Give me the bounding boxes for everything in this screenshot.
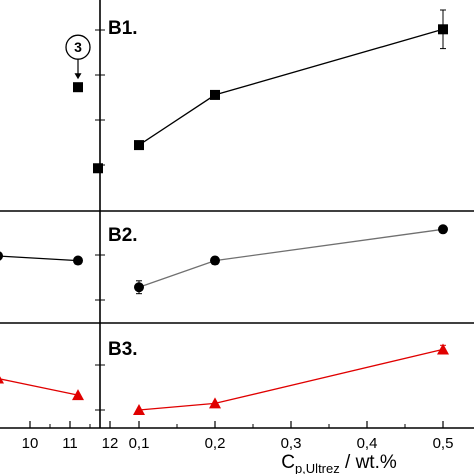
- chart-labels: 0,1 0,2 0,3 0,4 0,5 10 11 12 B1. B2. B3. 3: [22, 18, 454, 452]
- series-line-b1: [138, 28, 444, 146]
- panel-title-b1: B1.: [108, 18, 138, 39]
- data-point-b3: [133, 404, 145, 416]
- x-tick-label-left: 11: [62, 435, 78, 452]
- series-line-b2: [138, 228, 444, 288]
- data-point-b1: [438, 24, 448, 35]
- panel-title-b3: B3.: [108, 339, 138, 360]
- annotation-arrow-head: [74, 73, 82, 80]
- x-axis-label-unit: / wt.%: [340, 452, 397, 473]
- series-line-b3: [138, 348, 444, 411]
- data-point-b2: [134, 282, 144, 293]
- data-point-left-bottom: [0, 376, 4, 384]
- x-axis-label: Cp,Ultrez / wt.%: [281, 452, 397, 474]
- data-point-b1: [210, 89, 220, 100]
- series-line-left-middle: [0, 255, 79, 262]
- x-tick-label-left: 12: [102, 435, 119, 452]
- series-line-left-bottom: [0, 378, 79, 396]
- x-axis-label-main: C: [281, 452, 295, 473]
- data-point-b2: [210, 255, 220, 266]
- data-point-b2: [438, 224, 448, 235]
- data-point-left-bottom: [72, 389, 84, 401]
- axis-ticks: [29, 29, 444, 428]
- x-tick-label-right: 0,2: [205, 435, 226, 452]
- chart-marks: [0, 9, 449, 416]
- x-tick-label-right: 0,5: [433, 435, 454, 452]
- data-point-left-middle: [73, 255, 83, 266]
- data-point-left-middle: [0, 251, 3, 261]
- x-tick-label-right: 0,4: [357, 435, 378, 452]
- panel-title-b2: B2.: [108, 225, 138, 246]
- data-point-b3: [437, 343, 449, 355]
- data-point-left-top: [93, 163, 103, 174]
- data-point-b1: [134, 140, 144, 151]
- data-point-left-top: [73, 82, 83, 93]
- x-tick-label-right: 0,1: [129, 435, 150, 452]
- annotation-label: 3: [74, 39, 82, 55]
- x-tick-label-left: 10: [22, 435, 39, 452]
- x-tick-label-right: 0,3: [281, 435, 302, 452]
- data-point-b3: [209, 397, 221, 409]
- x-axis-label-subscript: p,Ultrez: [295, 461, 340, 474]
- panel-frames: [0, 0, 474, 429]
